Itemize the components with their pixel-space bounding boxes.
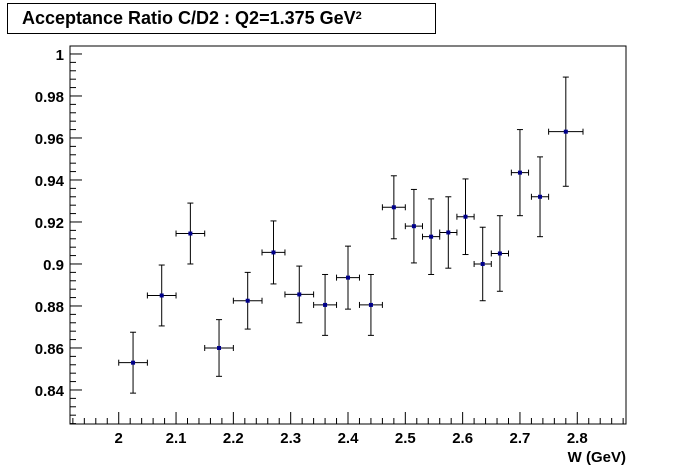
data-marker <box>497 251 502 256</box>
data-point <box>381 175 406 240</box>
data-point <box>204 319 234 377</box>
plot-frame <box>69 45 627 425</box>
y-tick-label: 0.92 <box>35 215 64 232</box>
data-point <box>284 265 315 324</box>
data-point <box>456 178 475 256</box>
x-tick-label: 2.7 <box>510 430 531 447</box>
data-marker <box>323 302 328 307</box>
data-point <box>118 331 148 394</box>
data-points <box>118 76 584 394</box>
data-marker <box>411 224 416 229</box>
data-marker <box>346 275 350 280</box>
y-tick-label: 0.98 <box>35 89 64 106</box>
x-tick-label: 2.4 <box>338 430 360 447</box>
x-tick-label: 2.1 <box>166 430 187 447</box>
data-marker <box>446 230 451 235</box>
data-point <box>548 76 584 187</box>
y-tick-label: 0.96 <box>35 131 64 148</box>
y-tick-label: 0.86 <box>35 341 64 358</box>
chart-title-superscript: 2 <box>355 9 362 22</box>
data-point <box>175 202 206 265</box>
x-axis: 2 2.1 2.2 2.3 2.4 2.5 2.6 2.7 2.8 <box>72 412 624 447</box>
y-tick-label: 0.9 <box>43 257 64 274</box>
y-tick-label: 0.88 <box>35 299 64 316</box>
data-point <box>404 188 424 264</box>
data-point <box>232 271 263 330</box>
y-tick-label: 0.94 <box>35 173 65 190</box>
x-tick-label: 2.5 <box>395 430 416 447</box>
data-marker <box>517 170 522 175</box>
y-axis: 0.84 0.86 0.88 0.9 0.92 0.94 0.96 0.98 1 <box>35 47 82 425</box>
data-marker <box>245 298 250 303</box>
data-marker <box>217 345 222 350</box>
data-point <box>146 264 177 327</box>
data-marker <box>429 234 434 239</box>
data-marker <box>159 293 164 298</box>
chart-title-text: Acceptance Ratio C/D2 : Q2=1.375 GeV <box>22 8 356 28</box>
x-tick-label: 2 <box>115 430 123 447</box>
data-marker <box>297 292 302 297</box>
data-point <box>313 273 338 336</box>
data-point <box>530 156 550 238</box>
x-tick-label: 2.6 <box>452 430 473 447</box>
x-tick-label: 2.3 <box>280 430 301 447</box>
y-tick-label: 1 <box>56 47 64 64</box>
data-point <box>336 245 360 310</box>
data-point <box>261 220 286 285</box>
x-tick-label: 2.8 <box>567 430 588 447</box>
data-marker <box>563 129 568 134</box>
data-marker <box>131 360 136 365</box>
data-marker <box>480 261 485 266</box>
data-marker <box>463 214 468 219</box>
data-marker <box>271 250 276 255</box>
data-marker <box>538 194 543 199</box>
data-point <box>510 129 530 217</box>
data-marker <box>368 302 373 307</box>
data-point <box>490 215 509 292</box>
y-tick-label: 0.84 <box>35 383 65 400</box>
x-tick-label: 2.2 <box>223 430 244 447</box>
data-marker <box>188 231 193 236</box>
chart-title: Acceptance Ratio C/D2 : Q2=1.375 GeV 2 <box>7 3 436 34</box>
data-point <box>473 226 492 302</box>
data-point <box>439 196 458 269</box>
x-axis-label: W (GeV) <box>568 449 626 466</box>
data-point <box>358 273 383 336</box>
data-marker <box>391 205 396 210</box>
